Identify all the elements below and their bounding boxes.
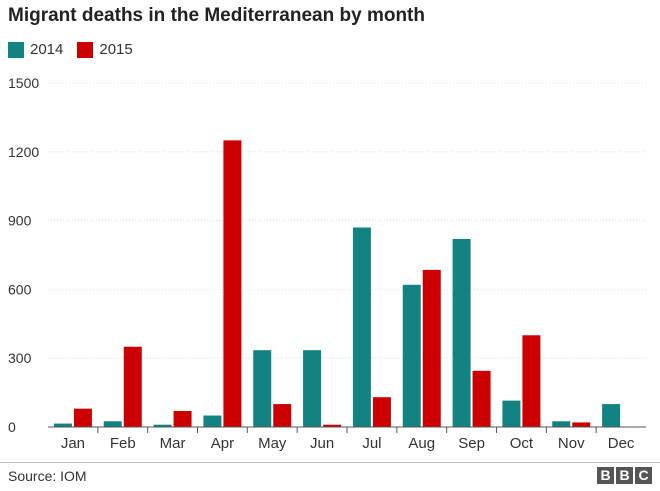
bar-2015-aug xyxy=(422,269,441,427)
y-tick-label-1200: 1200 xyxy=(8,144,39,160)
bar-2015-oct xyxy=(522,335,541,427)
y-tick-label-1500: 1500 xyxy=(8,75,39,91)
x-tick-label-feb: Feb xyxy=(110,435,136,452)
y-tick-label-300: 300 xyxy=(8,350,32,366)
bbc-logo-letter-b1: B xyxy=(597,467,614,484)
bar-2014-nov xyxy=(552,421,571,427)
bar-2015-jan xyxy=(73,408,92,427)
bar-2015-nov xyxy=(572,422,591,427)
legend: 2014 2015 xyxy=(8,41,147,58)
x-tick-label-dec: Dec xyxy=(608,435,635,452)
chart-title: Migrant deaths in the Mediterranean by m… xyxy=(8,5,425,26)
bar-2014-jan xyxy=(53,423,72,427)
bar-2014-dec xyxy=(602,404,621,427)
x-tick-label-jul: Jul xyxy=(362,435,381,452)
bar-2015-feb xyxy=(123,346,142,427)
bbc-logo-letter-c: C xyxy=(635,467,652,484)
bbc-logo-letter-b2: B xyxy=(616,467,633,484)
bar-2015-mar xyxy=(173,410,192,427)
legend-swatch-2015 xyxy=(77,41,94,58)
x-tick-label-sep: Sep xyxy=(458,435,485,452)
legend-item-2015: 2015 xyxy=(77,41,133,58)
x-tick-label-jun: Jun xyxy=(310,435,334,452)
bar-2015-jul xyxy=(372,397,391,427)
legend-swatch-2014 xyxy=(8,41,24,58)
source-note: Source: IOM xyxy=(8,468,87,484)
legend-item-2014: 2014 xyxy=(8,41,63,58)
bbc-logo: B B C xyxy=(597,467,652,484)
legend-label-2014: 2014 xyxy=(30,41,64,58)
bar-2014-jun xyxy=(303,350,322,427)
x-tick-label-aug: Aug xyxy=(408,435,435,452)
x-tick-label-apr: Apr xyxy=(211,435,234,452)
bar-2014-feb xyxy=(103,421,122,427)
y-tick-label-0: 0 xyxy=(8,419,16,435)
bar-2015-apr xyxy=(223,140,242,428)
bar-2014-oct xyxy=(502,400,521,427)
bar-2015-jun xyxy=(323,424,342,427)
footer-divider xyxy=(0,462,660,463)
x-tick-label-jan: Jan xyxy=(61,435,85,452)
legend-label-2015: 2015 xyxy=(99,41,133,58)
y-tick-label-600: 600 xyxy=(8,281,32,297)
bar-2015-may xyxy=(273,404,292,427)
bar-2014-aug xyxy=(402,284,421,427)
bar-2014-jul xyxy=(352,227,371,427)
x-tick-label-nov: Nov xyxy=(558,435,585,452)
bar-2015-sep xyxy=(472,370,491,427)
bar-2014-sep xyxy=(452,238,471,427)
x-tick-label-may: May xyxy=(258,435,287,452)
x-tick-label-mar: Mar xyxy=(160,435,186,452)
y-tick-label-900: 900 xyxy=(8,213,32,229)
bar-2014-apr xyxy=(203,415,222,427)
x-tick-label-oct: Oct xyxy=(510,435,534,452)
bar-2014-may xyxy=(253,350,272,427)
bar-2014-mar xyxy=(153,424,172,427)
